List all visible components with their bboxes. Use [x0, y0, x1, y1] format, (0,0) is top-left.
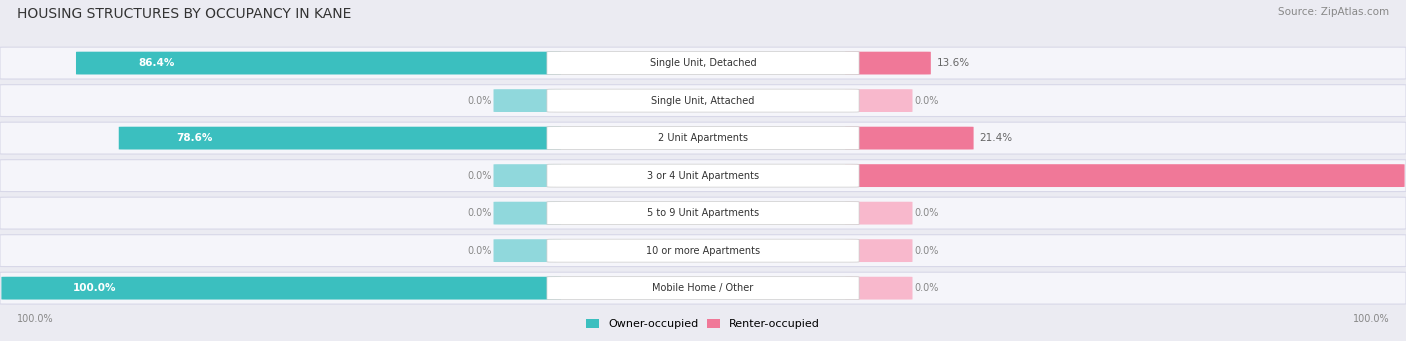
Text: 0.0%: 0.0% [468, 170, 492, 181]
Text: HOUSING STRUCTURES BY OCCUPANCY IN KANE: HOUSING STRUCTURES BY OCCUPANCY IN KANE [17, 7, 352, 21]
Text: 100.0%: 100.0% [1353, 314, 1389, 324]
FancyBboxPatch shape [547, 89, 859, 112]
Text: Single Unit, Attached: Single Unit, Attached [651, 95, 755, 106]
FancyBboxPatch shape [845, 277, 912, 299]
FancyBboxPatch shape [494, 89, 561, 112]
FancyBboxPatch shape [845, 202, 912, 224]
Legend: Owner-occupied, Renter-occupied: Owner-occupied, Renter-occupied [586, 319, 820, 329]
FancyBboxPatch shape [845, 52, 931, 74]
FancyBboxPatch shape [547, 239, 859, 262]
FancyBboxPatch shape [845, 127, 973, 149]
Text: 0.0%: 0.0% [468, 246, 492, 256]
FancyBboxPatch shape [0, 272, 1406, 304]
Text: Source: ZipAtlas.com: Source: ZipAtlas.com [1278, 7, 1389, 17]
FancyBboxPatch shape [0, 235, 1406, 267]
Text: 100.0%: 100.0% [73, 283, 117, 293]
Text: 86.4%: 86.4% [138, 58, 174, 68]
Text: 21.4%: 21.4% [979, 133, 1012, 143]
Text: 5 to 9 Unit Apartments: 5 to 9 Unit Apartments [647, 208, 759, 218]
Text: 0.0%: 0.0% [914, 208, 938, 218]
FancyBboxPatch shape [1, 277, 561, 299]
FancyBboxPatch shape [0, 85, 1406, 117]
FancyBboxPatch shape [494, 164, 561, 187]
Text: Mobile Home / Other: Mobile Home / Other [652, 283, 754, 293]
FancyBboxPatch shape [118, 127, 561, 149]
FancyBboxPatch shape [547, 51, 859, 75]
Text: 100.0%: 100.0% [17, 314, 53, 324]
FancyBboxPatch shape [0, 197, 1406, 229]
Text: 10 or more Apartments: 10 or more Apartments [645, 246, 761, 256]
Text: 0.0%: 0.0% [468, 95, 492, 106]
FancyBboxPatch shape [547, 127, 859, 150]
FancyBboxPatch shape [547, 277, 859, 300]
Text: 13.6%: 13.6% [936, 58, 970, 68]
Text: 0.0%: 0.0% [914, 95, 938, 106]
Text: 0.0%: 0.0% [914, 283, 938, 293]
Text: 78.6%: 78.6% [176, 133, 212, 143]
FancyBboxPatch shape [845, 164, 1405, 187]
Text: 0.0%: 0.0% [914, 246, 938, 256]
FancyBboxPatch shape [494, 202, 561, 224]
FancyBboxPatch shape [0, 47, 1406, 79]
Text: 3 or 4 Unit Apartments: 3 or 4 Unit Apartments [647, 170, 759, 181]
FancyBboxPatch shape [547, 202, 859, 225]
FancyBboxPatch shape [547, 164, 859, 187]
Text: 2 Unit Apartments: 2 Unit Apartments [658, 133, 748, 143]
FancyBboxPatch shape [0, 122, 1406, 154]
FancyBboxPatch shape [494, 239, 561, 262]
Text: Single Unit, Detached: Single Unit, Detached [650, 58, 756, 68]
Text: 0.0%: 0.0% [468, 208, 492, 218]
FancyBboxPatch shape [0, 160, 1406, 192]
FancyBboxPatch shape [845, 239, 912, 262]
FancyBboxPatch shape [76, 52, 561, 74]
FancyBboxPatch shape [845, 89, 912, 112]
